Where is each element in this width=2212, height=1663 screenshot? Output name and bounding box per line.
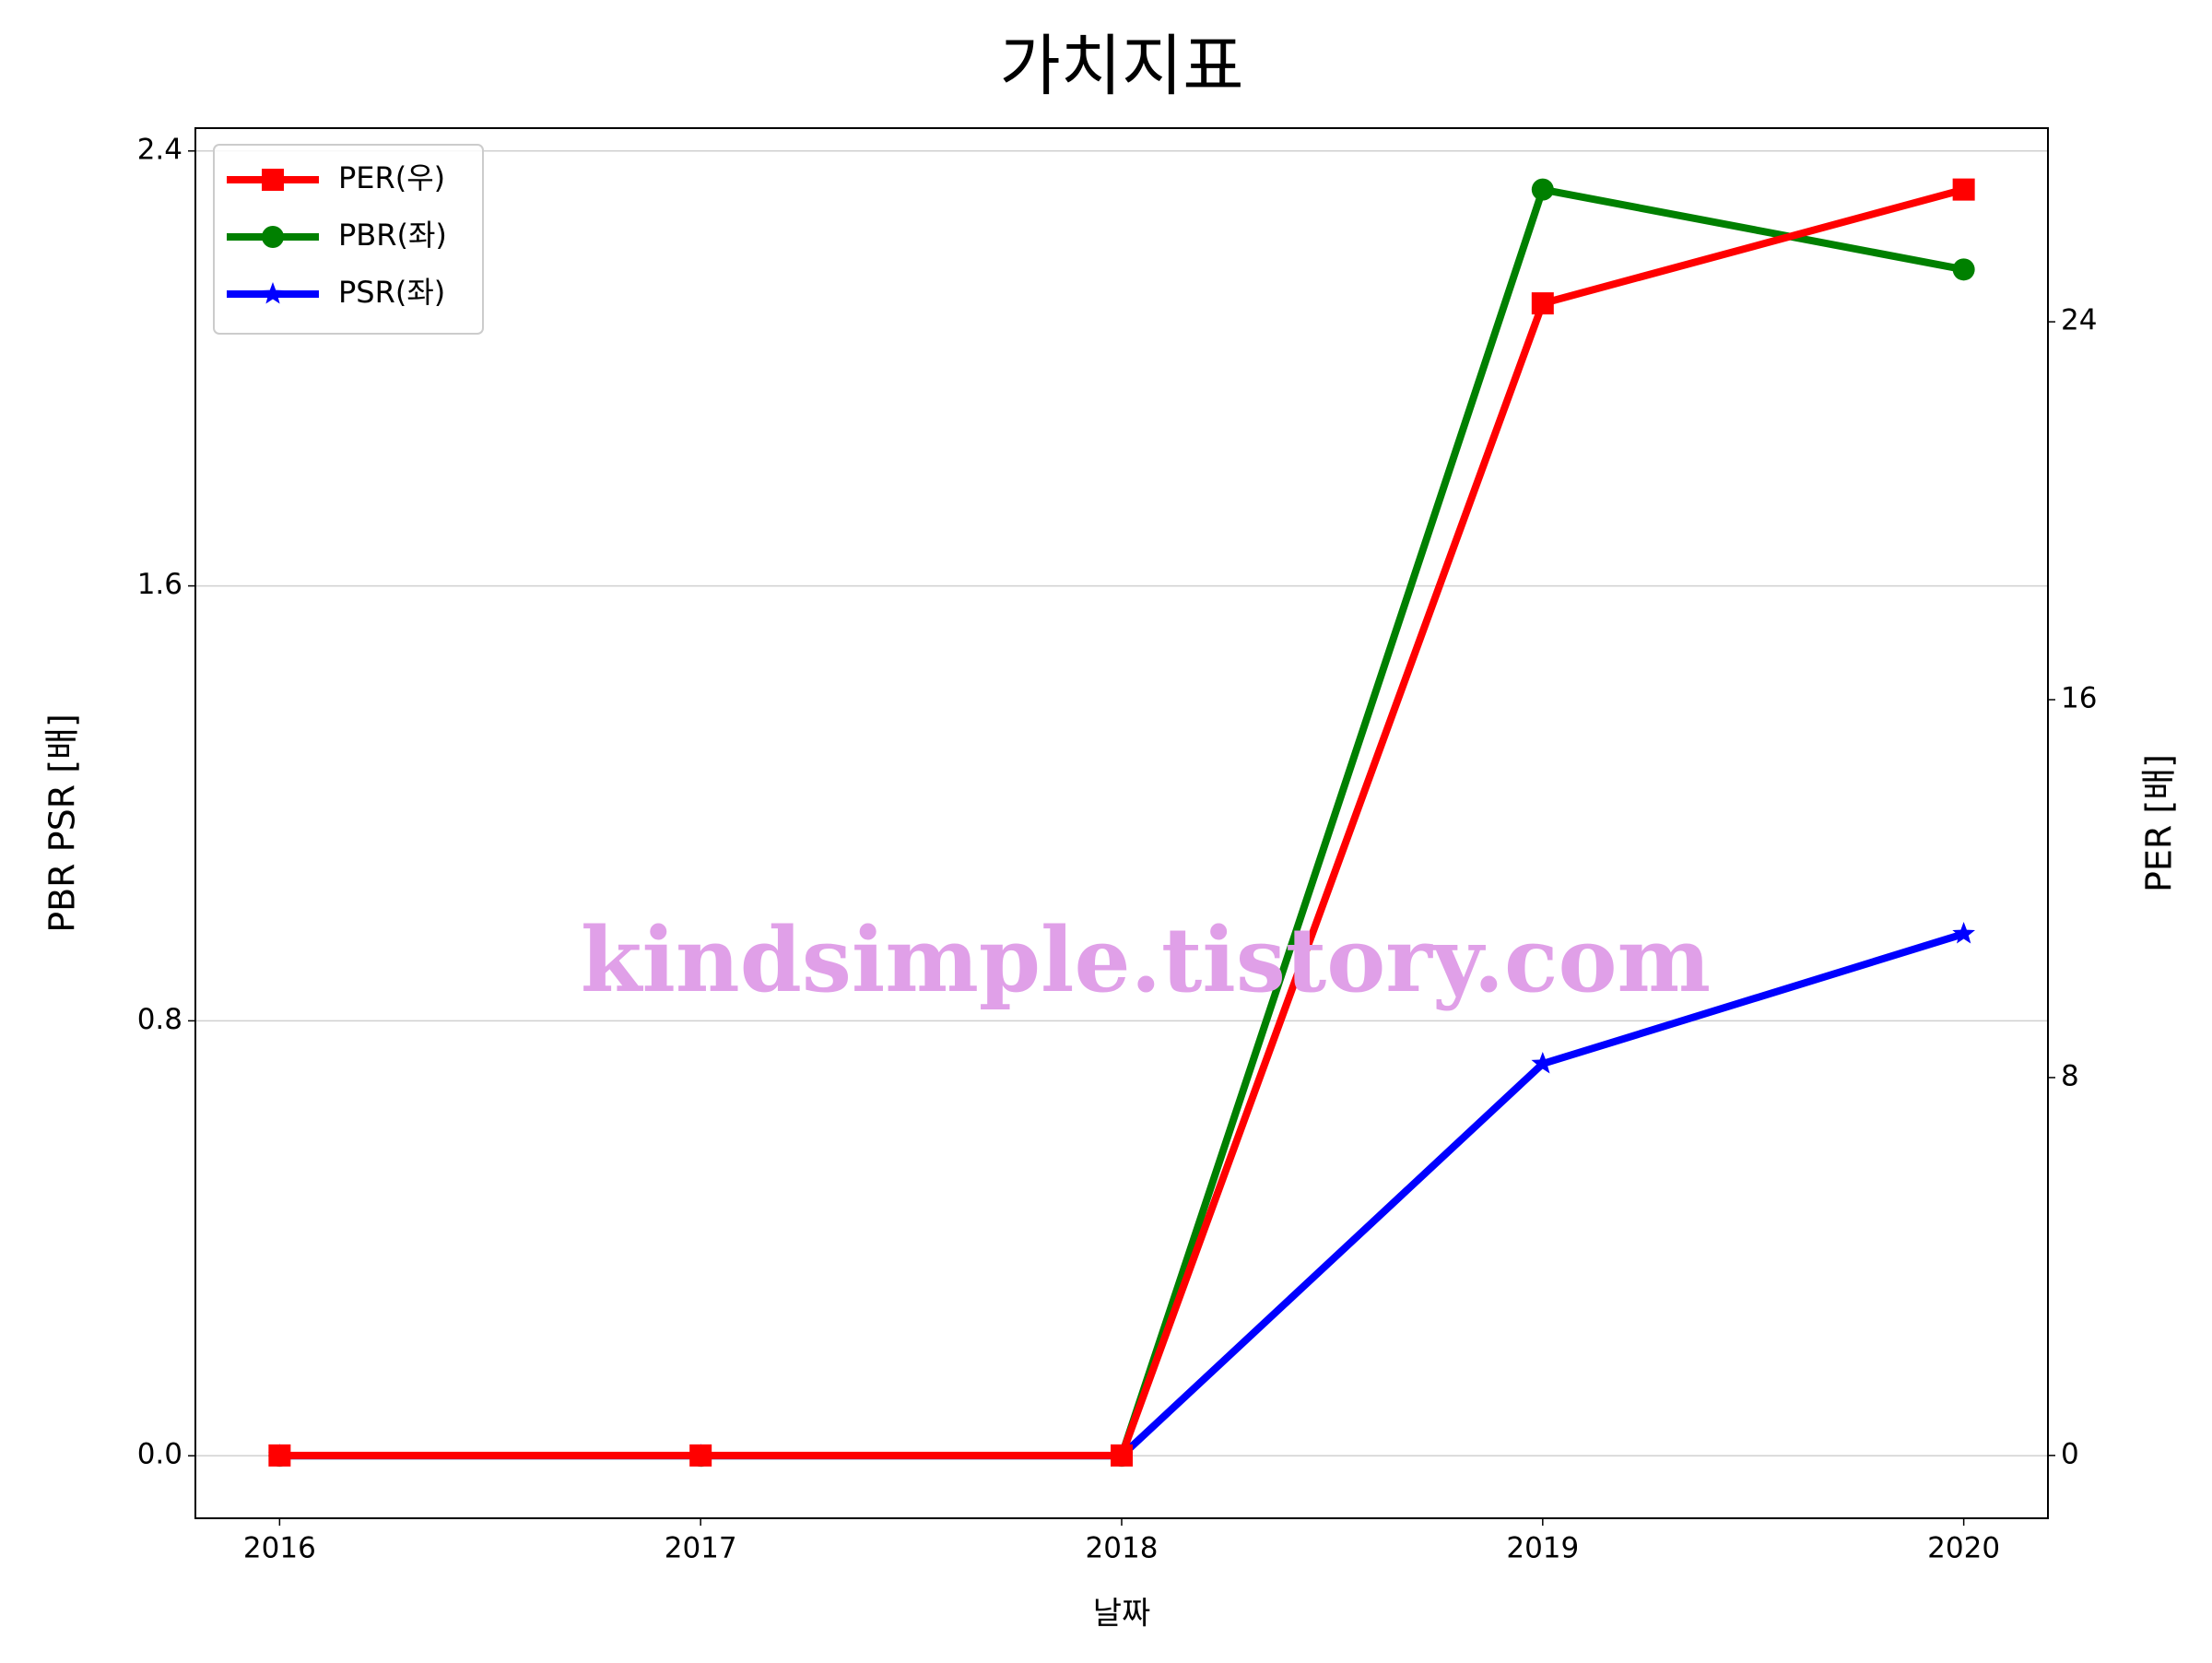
marker <box>268 1444 291 1467</box>
y-tick-label: 1.6 <box>137 568 182 601</box>
marker <box>1531 178 1554 201</box>
y2-tick-label: 24 <box>2061 304 2097 337</box>
marker <box>1111 1444 1133 1467</box>
marker <box>1952 178 1975 201</box>
y2-tick-label: 8 <box>2061 1059 2079 1092</box>
y2-tick-label: 0 <box>2061 1437 2079 1470</box>
x-tick-label: 2020 <box>1927 1532 2000 1565</box>
y-tick-label: 2.4 <box>137 133 182 166</box>
y2-axis-label: PER [배] <box>2139 754 2180 892</box>
marker <box>262 169 284 191</box>
x-axis-label: 날짜 <box>1093 1596 1151 1633</box>
x-tick-label: 2019 <box>1506 1532 1579 1565</box>
legend-box <box>213 144 484 335</box>
watermark: kindsimple.tistory.com <box>581 908 1711 1012</box>
x-tick-label: 2017 <box>665 1532 737 1565</box>
y-tick-label: 0.0 <box>137 1438 182 1471</box>
marker <box>262 226 284 248</box>
marker <box>689 1444 712 1467</box>
chart-title: 가치지표 <box>1000 28 1244 105</box>
legend-label: PER(우) <box>338 160 445 195</box>
plot-frame <box>194 127 2049 1519</box>
marker <box>1531 292 1554 315</box>
legend-label: PBR(좌) <box>338 218 447 253</box>
y2-tick-label: 16 <box>2061 682 2097 715</box>
y-tick-label: 0.8 <box>137 1003 182 1036</box>
marker <box>261 282 285 304</box>
legend-label: PSR(좌) <box>338 275 445 310</box>
marker <box>1952 258 1975 281</box>
x-tick-label: 2016 <box>243 1532 316 1565</box>
marker <box>1952 922 1975 944</box>
y-axis-label: PBR PSR [배] <box>42 714 83 933</box>
marker <box>1531 1052 1555 1074</box>
x-tick-label: 2018 <box>1086 1532 1159 1565</box>
